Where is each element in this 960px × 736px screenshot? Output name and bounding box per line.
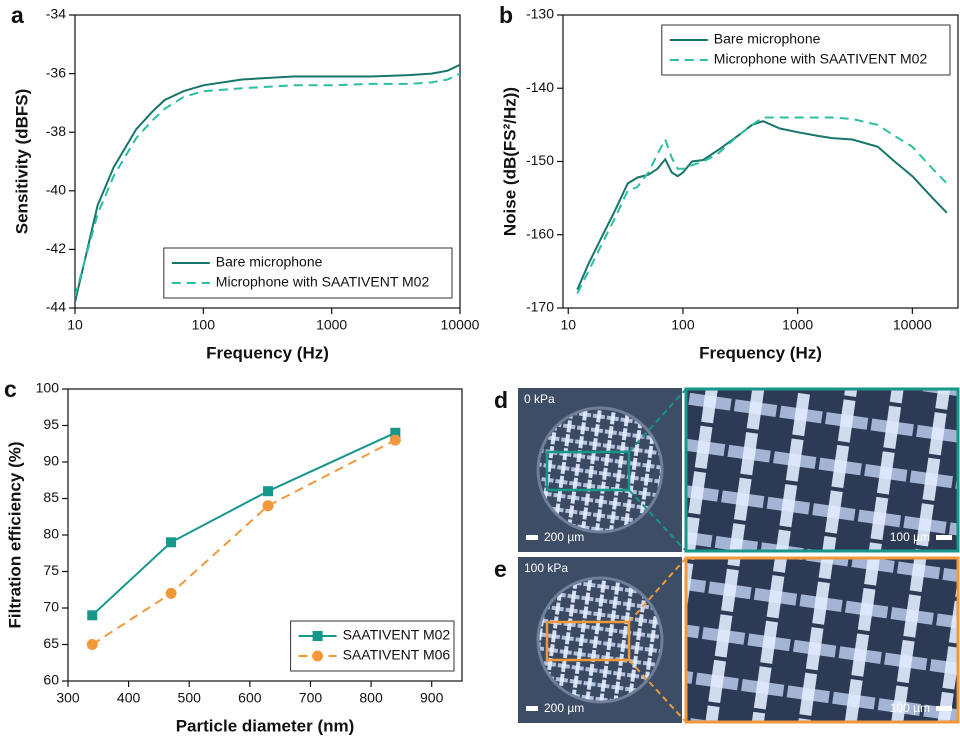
zoom-connector <box>628 659 687 723</box>
y-tick-label: 95 <box>43 416 59 432</box>
legend-label: Bare microphone <box>714 31 821 47</box>
pressure-label: 0 kPa <box>524 392 555 406</box>
series-line <box>91 431 396 617</box>
x-axis-title: Frequency (Hz) <box>699 343 822 362</box>
panel-label: d <box>494 387 508 413</box>
series-line <box>91 439 396 646</box>
series-line <box>576 120 948 291</box>
x-tick-label: 800 <box>359 690 383 706</box>
marker <box>262 500 274 512</box>
x-tick-label: 100 <box>671 317 695 333</box>
legend-label: SAATIVENT M06 <box>343 647 451 663</box>
y-tick-label: 85 <box>43 489 59 505</box>
mesh-disc <box>536 576 664 704</box>
y-tick-label: 100 <box>36 380 60 396</box>
scale-bar <box>936 706 952 711</box>
panel-label: a <box>11 2 24 28</box>
x-tick-label: 1000 <box>316 317 347 333</box>
marker <box>390 427 401 438</box>
y-tick-label: -42 <box>46 240 66 256</box>
x-tick-label: 1000 <box>782 317 813 333</box>
x-tick-label: 600 <box>238 690 262 706</box>
x-axis-title: Particle diameter (nm) <box>176 716 355 735</box>
panel-label: c <box>4 376 17 402</box>
y-tick-label: -170 <box>526 299 554 315</box>
scale-bar <box>936 535 952 540</box>
y-tick-label: -40 <box>46 182 66 198</box>
scale-label: 100 µm <box>890 701 930 715</box>
panel-label: b <box>499 2 513 28</box>
zoom-region <box>545 450 631 492</box>
y-tick-label: 80 <box>43 526 59 542</box>
marker <box>263 486 274 497</box>
legend-label: Microphone with SAATIVENT M02 <box>714 51 928 67</box>
marker <box>166 537 177 548</box>
y-tick-label: 60 <box>43 672 59 688</box>
x-tick-label: 400 <box>117 690 141 706</box>
mesh-disc <box>536 406 664 534</box>
y-tick-label: 75 <box>43 562 59 578</box>
legend-label: Microphone with SAATIVENT M02 <box>216 274 430 290</box>
zoom-connector <box>628 489 687 552</box>
zoom-image <box>684 556 960 724</box>
legend-label: Bare microphone <box>216 254 323 270</box>
x-tick-label: 10 <box>67 317 83 333</box>
zoom-connector <box>628 388 687 453</box>
scale-label: 100 µm <box>890 530 930 544</box>
y-axis-title: Noise (dB(FS²/Hz)) <box>500 87 519 236</box>
legend-box <box>163 247 453 299</box>
legend-box <box>290 620 455 672</box>
x-axis-title: Frequency (Hz) <box>206 343 329 362</box>
y-tick-label: -130 <box>526 6 554 22</box>
y-tick-label: 65 <box>43 635 59 651</box>
y-tick-label: -140 <box>526 79 554 95</box>
zoom-region <box>545 620 631 662</box>
y-tick-label: 90 <box>43 453 59 469</box>
x-tick-label: 10 <box>560 317 576 333</box>
plot-frame <box>67 388 463 682</box>
scale-bar <box>526 535 538 540</box>
zoom-image <box>684 387 960 553</box>
plot-frame <box>74 14 461 309</box>
series-line <box>75 63 460 303</box>
marker <box>86 639 98 650</box>
y-tick-label: -38 <box>46 123 66 139</box>
x-tick-label: 700 <box>299 690 323 706</box>
legend-box <box>661 24 951 76</box>
marker <box>389 434 401 446</box>
pressure-label: 100 kPa <box>524 561 568 575</box>
y-tick-label: -160 <box>526 225 554 241</box>
y-tick-label: -36 <box>46 64 66 80</box>
y-tick-label: -150 <box>526 152 554 168</box>
x-tick-label: 300 <box>56 690 80 706</box>
plot-frame <box>562 14 959 309</box>
y-axis-title: Sensitivity (dBFS) <box>12 89 31 234</box>
x-tick-label: 500 <box>178 690 202 706</box>
panel-label: e <box>494 556 507 582</box>
x-tick-label: 10000 <box>893 317 932 333</box>
marker <box>165 587 177 599</box>
scale-label: 200 µm <box>544 530 584 544</box>
legend-marker <box>312 631 323 641</box>
legend-label: SAATIVENT M02 <box>343 627 451 643</box>
series-line <box>576 116 948 294</box>
x-tick-label: 100 <box>192 317 216 333</box>
legend-marker <box>312 650 324 662</box>
x-tick-label: 900 <box>420 690 444 706</box>
series-line <box>75 72 460 297</box>
y-tick-label: -34 <box>46 6 66 22</box>
x-tick-label: 10000 <box>441 317 480 333</box>
y-tick-label: 70 <box>43 599 59 615</box>
y-tick-label: -44 <box>46 299 66 315</box>
zoom-connector <box>628 557 687 623</box>
scale-bar <box>526 706 538 711</box>
marker <box>87 610 98 621</box>
scale-label: 200 µm <box>544 701 584 715</box>
y-axis-title: Filtration efficiency (%) <box>5 441 24 628</box>
